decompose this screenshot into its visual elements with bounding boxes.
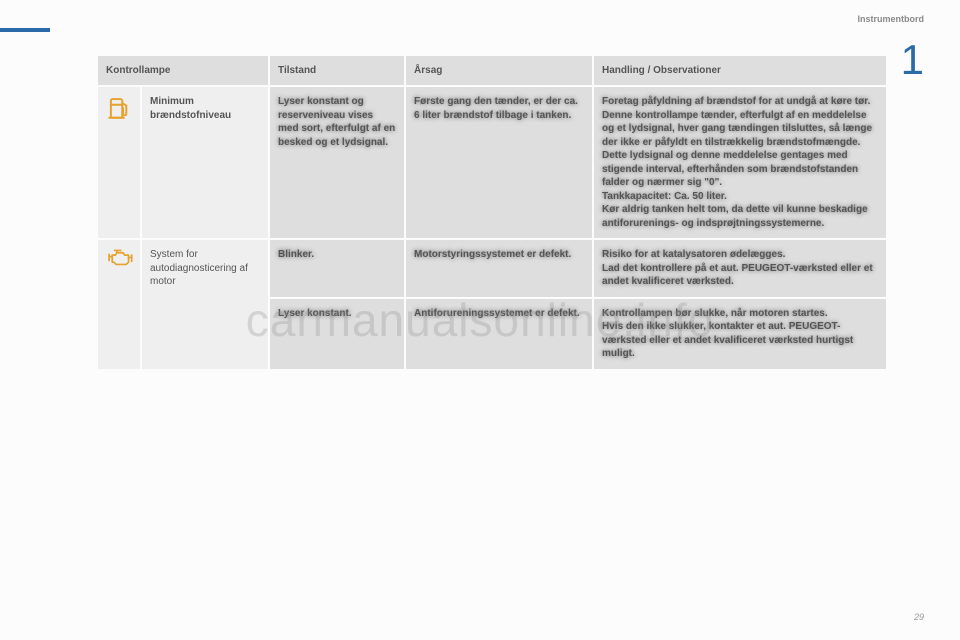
warning-lamps-table: Kontrollampe Tilstand Årsag Handling / O…	[96, 54, 888, 371]
fuel-icon	[106, 95, 132, 121]
lamp-action: Foretag påfyldning af brændstof for at u…	[593, 86, 887, 239]
table-row: System for autodiagnosticering af motor …	[97, 239, 887, 298]
lamp-state: Blinker.	[269, 239, 405, 298]
lamp-state: Lyser konstant og reserveniveau vises me…	[269, 86, 405, 239]
lamp-action: Kontrollampen bør slukke, når motoren st…	[593, 298, 887, 370]
lamp-icon-cell	[97, 86, 141, 239]
lamp-name-text: Minimum brændstofniveau	[150, 96, 231, 121]
lamp-name: System for autodiagnosticering af motor	[141, 239, 269, 370]
lamp-cause: Antiforureningssystemet er defekt.	[405, 298, 593, 370]
lamp-cause: Første gang den tænder, er der ca. 6 lit…	[405, 86, 593, 239]
section-label: Instrumentbord	[858, 14, 925, 24]
col-header-lamp: Kontrollampe	[97, 55, 269, 86]
lamp-state: Lyser konstant.	[269, 298, 405, 370]
lamp-name: Minimum brændstofniveau	[141, 86, 269, 239]
lamp-icon-cell	[97, 239, 141, 370]
table-row: Minimum brændstofniveau Lyser konstant o…	[97, 86, 887, 239]
footer-page-number: 29	[914, 612, 924, 622]
lamp-action: Risiko for at katalysatoren ødelægges. L…	[593, 239, 887, 298]
col-header-action: Handling / Observationer	[593, 55, 887, 86]
col-header-cause: Årsag	[405, 55, 593, 86]
header-accent-bar	[0, 28, 50, 32]
page-number: 1	[901, 36, 924, 84]
table-header-row: Kontrollampe Tilstand Årsag Handling / O…	[97, 55, 887, 86]
engine-icon	[106, 248, 132, 270]
lamp-cause: Motorstyringssystemet er defekt.	[405, 239, 593, 298]
col-header-state: Tilstand	[269, 55, 405, 86]
